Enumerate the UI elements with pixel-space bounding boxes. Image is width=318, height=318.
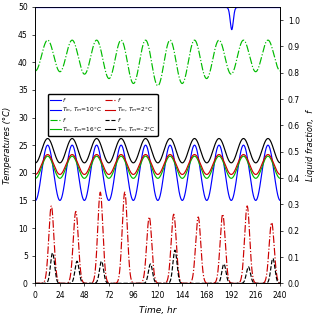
- Y-axis label: Temperatures (°C): Temperatures (°C): [3, 107, 12, 184]
- Legend: $f$, $T_{in}$, $T_m$=10°C, $f$, $T_{in}$, $T_m$=16°C, $f$, $T_{in}$, $T_m$=2°C, : $f$, $T_{in}$, $T_m$=10°C, $f$, $T_{in}$…: [48, 94, 158, 136]
- X-axis label: Time, hr: Time, hr: [139, 306, 176, 315]
- Y-axis label: Liquid fraction,  f: Liquid fraction, f: [306, 110, 315, 181]
